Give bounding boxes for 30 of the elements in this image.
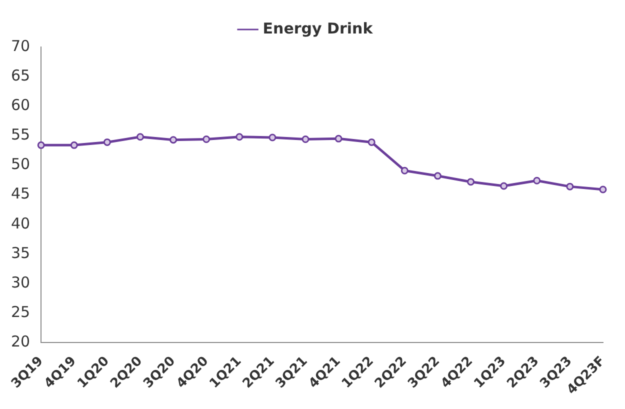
y-tick-label: 60	[10, 96, 30, 114]
y-tick-label: 25	[10, 303, 30, 322]
y-tick-label: 55	[10, 126, 30, 144]
y-tick-label: 30	[10, 273, 30, 292]
y-tick-label: 35	[10, 244, 30, 262]
point	[268, 134, 276, 142]
point	[599, 186, 607, 194]
point	[236, 133, 244, 141]
point	[302, 136, 310, 144]
point	[368, 138, 376, 146]
y-tick-label: 50	[10, 155, 30, 174]
point	[334, 134, 342, 142]
point	[533, 176, 541, 184]
legend-label: Energy Drink	[262, 19, 374, 38]
point	[202, 136, 210, 144]
y-tick-label: 40	[10, 214, 30, 232]
y-tick-label: 70	[10, 36, 30, 55]
point	[37, 141, 45, 149]
point	[170, 136, 178, 144]
point	[103, 138, 111, 146]
point	[400, 166, 408, 174]
point	[500, 182, 508, 190]
y-tick-label: 20	[10, 332, 30, 351]
point	[467, 178, 475, 186]
point	[136, 133, 144, 141]
y-tick-label: 65	[10, 66, 30, 84]
point	[566, 182, 574, 190]
point	[70, 141, 78, 149]
y-tick-label: 45	[10, 184, 30, 203]
point	[434, 172, 442, 180]
